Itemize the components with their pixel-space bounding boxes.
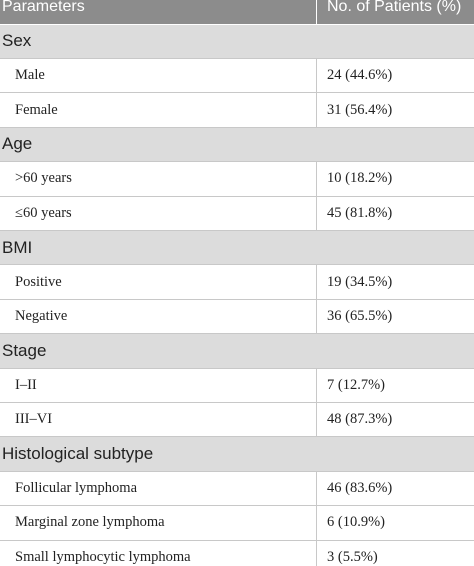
patient-count: 46 (83.6%) bbox=[316, 471, 474, 506]
patient-count: 45 (81.8%) bbox=[316, 196, 474, 230]
data-row: Female 31 (56.4%) bbox=[0, 93, 474, 128]
data-row: >60 years 10 (18.2%) bbox=[0, 162, 474, 197]
patient-count: 6 (10.9%) bbox=[316, 506, 474, 540]
data-row: Male 24 (44.6%) bbox=[0, 59, 474, 94]
patient-count: 10 (18.2%) bbox=[316, 162, 474, 196]
parameter: Female bbox=[15, 101, 58, 118]
group-row: Stage bbox=[0, 334, 474, 369]
parameter: >60 years bbox=[15, 170, 72, 187]
parameter: III–VI bbox=[15, 411, 53, 428]
header-row: Parameters No. of Patients (%) bbox=[0, 0, 474, 25]
group-row: Age bbox=[0, 127, 474, 163]
parameter: Positive bbox=[15, 273, 62, 290]
header-cell: No. of Patients (%) bbox=[316, 0, 474, 24]
patient-count: 19 (34.5%) bbox=[316, 265, 474, 299]
data-row: I–II 7 (12.7%) bbox=[0, 368, 474, 403]
group-label: Histological subtype bbox=[2, 444, 154, 464]
group-row: Histological subtype bbox=[0, 437, 474, 472]
group-label: BMI bbox=[2, 237, 33, 257]
parameter: Negative bbox=[15, 307, 68, 324]
group-row: Sex bbox=[0, 24, 474, 59]
parameter: I–II bbox=[15, 376, 37, 393]
data-row: ≤60 years 45 (81.8%) bbox=[0, 196, 474, 231]
data-row: III–VI 48 (87.3%) bbox=[0, 403, 474, 438]
parameter: Small lymphocytic lymphoma bbox=[15, 548, 191, 565]
patient-count: 24 (44.6%) bbox=[316, 59, 474, 93]
parameter: Follicular lymphoma bbox=[15, 479, 138, 496]
group-label: Stage bbox=[2, 340, 47, 360]
parameter: Marginal zone lymphoma bbox=[15, 514, 165, 531]
group-row: BMI bbox=[0, 231, 474, 266]
group-label: Sex bbox=[2, 31, 32, 51]
group-label: Age bbox=[2, 134, 33, 154]
data-row: Positive 19 (34.5%) bbox=[0, 265, 474, 300]
patient-count: 31 (56.4%) bbox=[316, 93, 474, 127]
parameter: Male bbox=[15, 67, 45, 84]
patient-count: 3 (5.5%) bbox=[316, 540, 474, 566]
patient-count: 48 (87.3%) bbox=[316, 403, 474, 437]
data-row: Marginal zone lymphoma 6 (10.9%) bbox=[0, 506, 474, 541]
data-row: Small lymphocytic lymphoma 3 (5.5%) bbox=[0, 540, 474, 566]
header-cell: Parameters bbox=[2, 0, 85, 15]
parameter: ≤60 years bbox=[15, 204, 72, 221]
patient-count: 36 (65.5%) bbox=[316, 299, 474, 334]
data-row: Follicular lymphoma 46 (83.6%) bbox=[0, 471, 474, 507]
patient-count: 7 (12.7%) bbox=[316, 368, 474, 402]
data-row: Negative 36 (65.5%) bbox=[0, 299, 474, 335]
